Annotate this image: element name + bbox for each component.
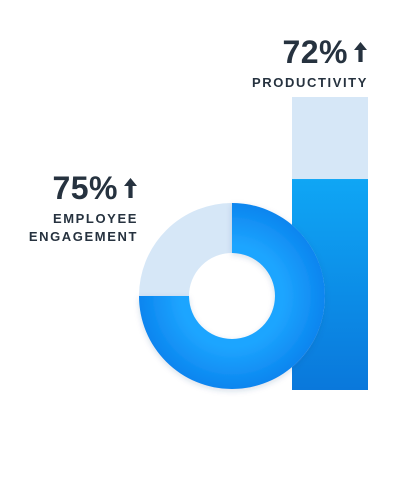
productivity-label: PRODUCTIVITY — [252, 75, 368, 90]
productivity-stat: 72% PRODUCTIVITY — [252, 36, 368, 92]
productivity-value-row: 72% — [252, 36, 368, 68]
productivity-value: 72% — [282, 34, 348, 70]
engagement-donut-fill — [139, 203, 325, 389]
engagement-value: 75% — [52, 170, 118, 206]
up-arrow-icon — [124, 178, 137, 198]
up-arrow-icon — [354, 42, 367, 62]
engagement-label-line-1: EMPLOYEE — [52, 211, 138, 226]
engagement-value-row: 75% — [29, 172, 138, 204]
engagement-stat: 75% EMPLOYEE ENGAGEMENT — [29, 172, 138, 246]
engagement-label-line-2: ENGAGEMENT — [28, 229, 138, 244]
